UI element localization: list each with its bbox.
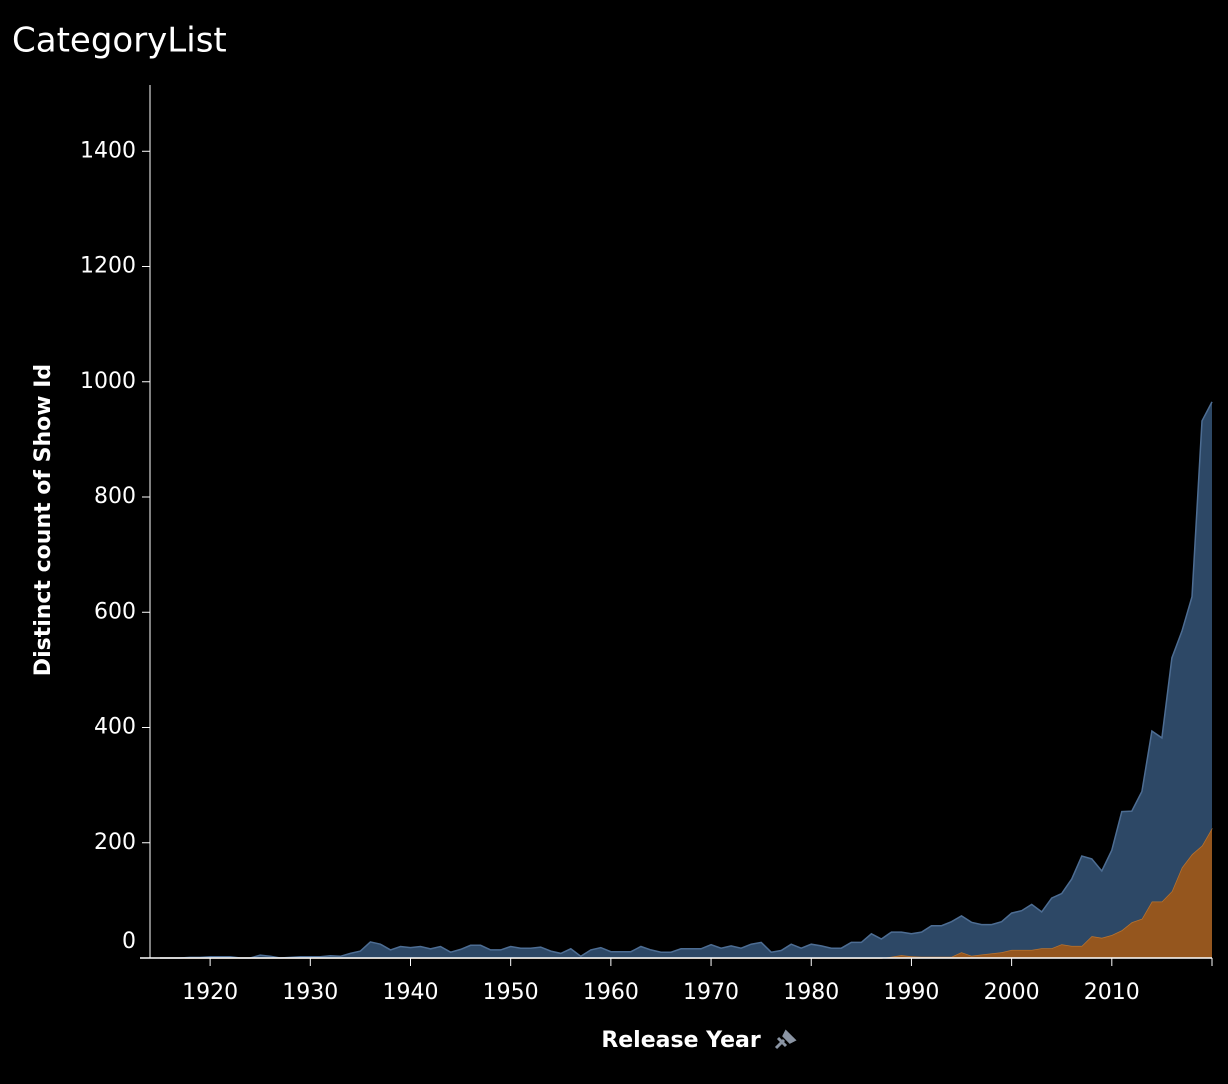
x-axis-label: Release Year <box>601 1028 761 1053</box>
y-tick-label: 400 <box>94 715 136 740</box>
area <box>160 401 1212 958</box>
y-tick-label: 200 <box>94 830 136 855</box>
x-tick-label: 2000 <box>984 980 1040 1005</box>
y-tick-label: 1000 <box>80 369 136 394</box>
x-tick-label: 1960 <box>583 980 639 1005</box>
x-tick-label: 1950 <box>483 980 539 1005</box>
x-tick-label: 1980 <box>783 980 839 1005</box>
x-tick-label: 1940 <box>382 980 438 1005</box>
y-axis-label: Distinct count of Show Id <box>31 364 56 676</box>
pin-icon[interactable] <box>774 1029 797 1050</box>
y-tick-label: 800 <box>94 484 136 509</box>
area-edge <box>160 401 1213 959</box>
y-tick-label: 1400 <box>80 138 136 163</box>
y-tick-label: 600 <box>94 599 136 624</box>
x-tick-label: 1970 <box>683 980 739 1005</box>
y-tick-label: 1200 <box>80 254 136 279</box>
x-tick-label: 2010 <box>1084 980 1140 1005</box>
x-tick-label: 1920 <box>182 980 238 1005</box>
x-tick-label: 1990 <box>883 980 939 1005</box>
x-tick-label: 1930 <box>282 980 338 1005</box>
chart-title: CategoryList <box>12 21 227 61</box>
y-tick-label: 0 <box>122 929 136 954</box>
area <box>160 828 1212 958</box>
